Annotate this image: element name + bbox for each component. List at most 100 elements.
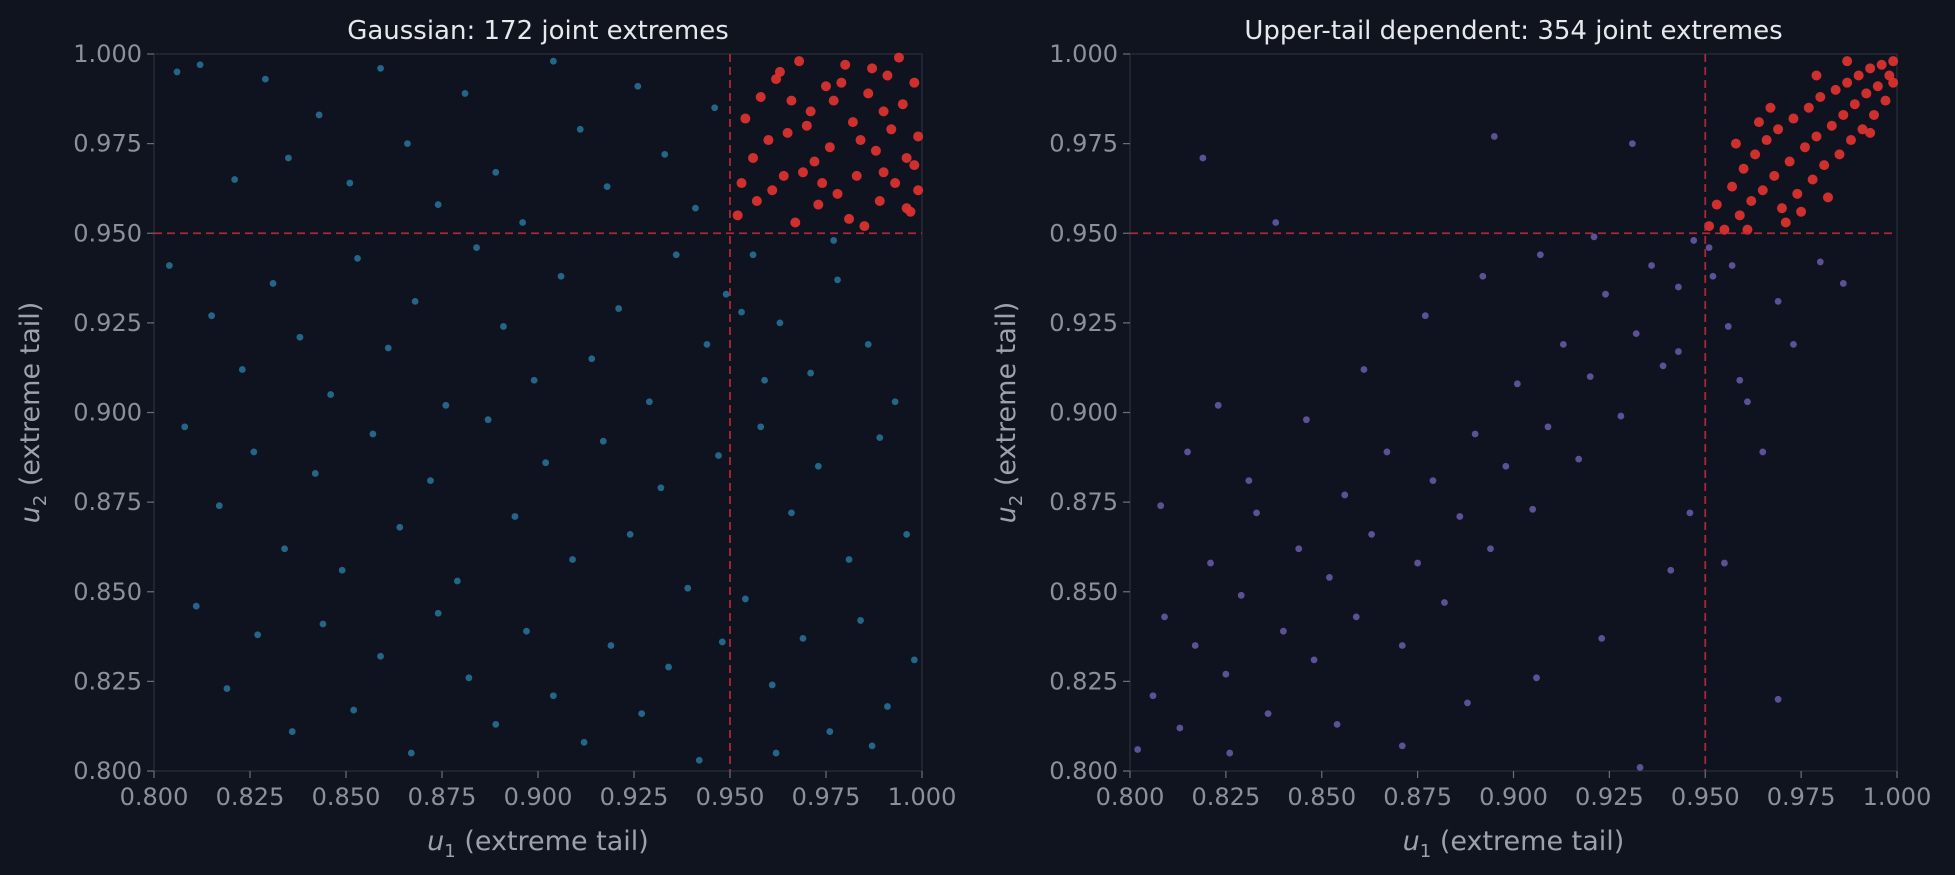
joint-extreme-point: [897, 99, 908, 110]
data-point: [319, 620, 327, 628]
joint-extreme-point: [821, 81, 831, 92]
joint-extreme-point: [1719, 224, 1730, 235]
data-point: [1724, 323, 1732, 330]
y-tick-label: 0.925: [1049, 309, 1118, 337]
data-point: [530, 376, 538, 384]
data-point: [549, 57, 557, 65]
gaussian-scatter-panel: Gaussian: 172 joint extremes 0.800 0.825 0.…: [15, 16, 956, 862]
joint-extreme-point: [1788, 113, 1799, 124]
data-point: [1398, 742, 1406, 750]
data-point: [1199, 154, 1207, 162]
data-point: [453, 577, 461, 585]
data-point: [288, 728, 296, 735]
data-point: [588, 355, 596, 363]
data-point: [1191, 642, 1199, 649]
data-point: [1602, 290, 1609, 298]
data-point: [665, 663, 672, 671]
data-point: [315, 111, 323, 119]
joint-extreme-point: [763, 135, 774, 146]
data-point: [1184, 448, 1191, 456]
data-point: [1429, 477, 1437, 485]
joint-extreme-point: [1815, 92, 1826, 103]
data-point: [1575, 455, 1583, 463]
joint-extreme-point: [1857, 124, 1868, 135]
data-point: [511, 513, 519, 520]
joint-extreme-point: [1742, 224, 1753, 235]
data-point: [354, 254, 361, 262]
x-tick-label: 0.825: [216, 783, 285, 811]
data-point: [757, 423, 765, 431]
data-point: [1790, 340, 1797, 348]
joint-extreme-point: [867, 63, 878, 74]
data-point: [1759, 448, 1767, 456]
y-tick-label: 1.000: [1049, 40, 1118, 68]
data-point: [1157, 502, 1165, 510]
data-point: [1774, 297, 1782, 305]
data-point: [1398, 642, 1406, 649]
joint-extreme-point: [1830, 84, 1841, 95]
data-point: [772, 749, 780, 757]
joint-extreme-point: [778, 170, 789, 181]
joint-extreme-point: [1734, 210, 1745, 221]
data-point: [1295, 545, 1303, 553]
joint-extreme-point: [790, 217, 801, 228]
joint-extreme-point: [1888, 56, 1899, 67]
joint-extreme-point: [1865, 63, 1876, 74]
y-tick-label: 0.875: [73, 488, 142, 516]
joint-extreme-point: [1803, 102, 1814, 113]
data-point: [830, 237, 838, 244]
joint-extreme-point: [801, 120, 812, 131]
data-point: [876, 434, 884, 441]
x-tick-label: 0.850: [1287, 783, 1356, 811]
data-point: [626, 530, 634, 538]
data-point: [607, 642, 615, 649]
x-tick-label: 0.975: [1767, 783, 1836, 811]
joint-extreme-point: [767, 185, 778, 196]
joint-extreme-point: [1750, 149, 1761, 160]
joint-extreme-point: [1834, 149, 1845, 160]
data-point: [834, 276, 841, 284]
joint-extreme-point: [794, 56, 805, 67]
data-point: [1816, 258, 1824, 266]
data-point: [1214, 401, 1222, 409]
data-point: [1326, 574, 1333, 581]
data-point: [1598, 634, 1606, 642]
joint-extreme-point: [901, 203, 912, 214]
data-point: [1839, 280, 1847, 287]
x-tick-label: 0.950: [1671, 783, 1740, 811]
joint-extreme-point: [1765, 102, 1776, 113]
data-point: [695, 756, 703, 764]
joint-extreme-point: [874, 195, 885, 206]
y-tick-label: 0.975: [1049, 130, 1118, 158]
data-point: [1728, 262, 1736, 269]
data-point: [238, 366, 246, 373]
joint-extreme-point: [736, 178, 747, 189]
data-point: [576, 125, 584, 133]
data-point: [1360, 366, 1368, 373]
data-point: [165, 262, 173, 269]
joint-extreme-point: [740, 113, 751, 124]
x-tick-label: 0.875: [1383, 783, 1452, 811]
joint-extreme-point: [1753, 117, 1764, 128]
joint-extreme-point: [1796, 206, 1807, 217]
data-point: [1513, 380, 1521, 388]
data-point: [1533, 674, 1540, 682]
joint-extreme-point: [1769, 170, 1780, 181]
data-point: [1675, 348, 1682, 355]
data-point: [311, 470, 319, 477]
data-point: [1675, 283, 1682, 291]
data-point: [542, 459, 550, 467]
data-point: [788, 509, 795, 517]
joint-extreme-point: [847, 117, 858, 128]
y-tick-label: 0.875: [1049, 488, 1118, 516]
data-point: [1736, 376, 1744, 384]
joint-extreme-point: [909, 160, 920, 171]
data-point: [254, 631, 262, 639]
data-point: [910, 656, 918, 664]
joint-extreme-point: [1849, 99, 1860, 110]
joint-extreme-point: [1776, 203, 1787, 214]
data-point: [473, 244, 480, 251]
data-point: [1686, 509, 1694, 517]
data-point: [634, 82, 642, 90]
data-point: [749, 251, 757, 259]
